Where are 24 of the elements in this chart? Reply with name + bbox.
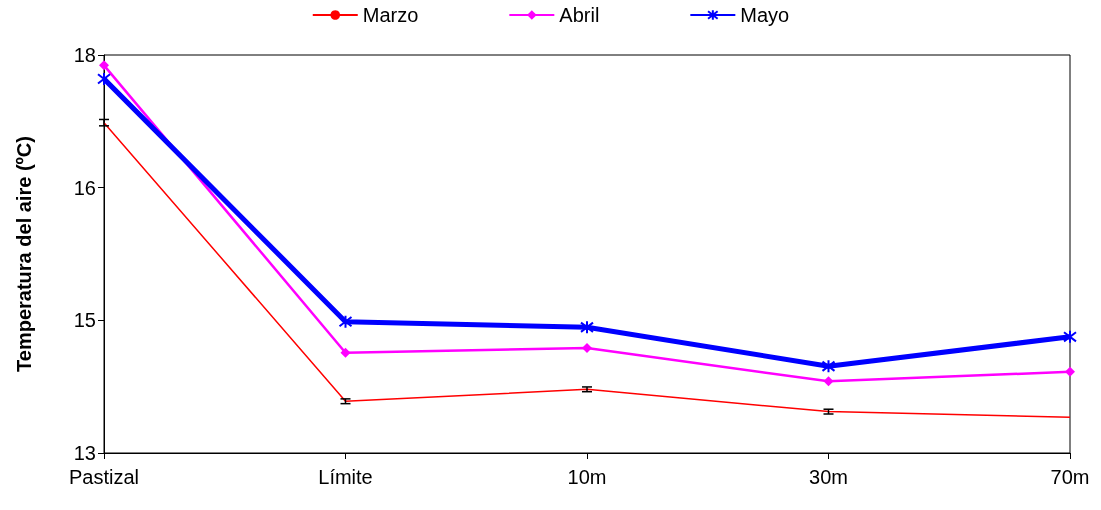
point bbox=[823, 376, 834, 387]
x-tick-label: 70m bbox=[1050, 466, 1090, 488]
x-tick-label: Pastizal bbox=[68, 466, 140, 488]
legend-label: Mayo bbox=[740, 4, 790, 26]
point bbox=[1065, 366, 1075, 377]
point bbox=[1063, 329, 1077, 344]
x-tick-label: 30m bbox=[809, 466, 848, 488]
point bbox=[340, 347, 351, 358]
point bbox=[582, 342, 592, 353]
point bbox=[338, 314, 353, 329]
point bbox=[580, 320, 594, 335]
line-series bbox=[103, 121, 1071, 418]
x-tick-label: Límite bbox=[318, 466, 373, 488]
y-tick-label: 15 bbox=[73, 309, 96, 332]
y-tick-label: 16 bbox=[73, 176, 96, 199]
x-tick-label: 10m bbox=[567, 466, 607, 488]
point bbox=[97, 71, 111, 86]
legend-label: Marzo bbox=[362, 4, 419, 26]
y-tick-label: 18 bbox=[73, 44, 96, 66]
y-axis-title: Temperatura del aire (ºC) bbox=[13, 136, 35, 372]
point bbox=[821, 359, 836, 374]
y-tick-label: 13 bbox=[73, 442, 96, 464]
legend-label: Abril bbox=[559, 4, 600, 26]
point bbox=[99, 60, 109, 71]
